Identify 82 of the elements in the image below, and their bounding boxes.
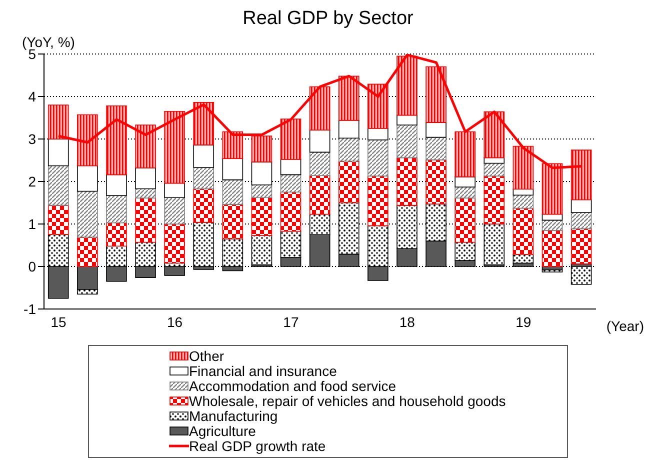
bar xyxy=(338,160,360,204)
bar xyxy=(542,270,563,272)
bar xyxy=(426,136,446,160)
x-tick-label: 19 xyxy=(516,314,532,330)
bar xyxy=(570,212,592,230)
x-tick-label: 18 xyxy=(399,314,416,330)
bar xyxy=(396,124,418,158)
bar xyxy=(164,182,185,198)
bar xyxy=(512,254,534,264)
bar xyxy=(368,84,388,129)
bar xyxy=(222,158,244,180)
bar xyxy=(164,224,185,264)
y-tick-label: 0 xyxy=(28,258,36,274)
x-axis-title: (Year) xyxy=(606,318,644,334)
bar xyxy=(426,66,446,123)
bar xyxy=(222,179,244,205)
bar xyxy=(426,122,446,138)
bar xyxy=(484,162,505,176)
bar xyxy=(193,167,214,190)
legend-label: Wholesale, repair of vehicles and household goods xyxy=(189,392,506,408)
bar xyxy=(77,236,98,267)
bar xyxy=(193,144,214,168)
bar xyxy=(454,186,476,198)
bar xyxy=(396,157,418,206)
bar xyxy=(48,204,69,236)
bar xyxy=(280,118,302,160)
bar xyxy=(484,176,505,224)
bar xyxy=(309,152,330,176)
bar xyxy=(193,102,214,146)
bar xyxy=(338,120,360,139)
bar xyxy=(77,190,98,238)
legend-label: Manufacturing xyxy=(189,408,278,424)
legend-label: Other xyxy=(189,348,224,364)
bar xyxy=(484,224,505,266)
bar xyxy=(48,165,69,206)
bar xyxy=(570,228,592,264)
bar xyxy=(484,111,505,158)
bar xyxy=(164,266,185,276)
x-tick-label: 17 xyxy=(283,314,299,330)
legend-label: Accommodation and food service xyxy=(189,378,396,394)
bar xyxy=(309,86,330,130)
bar xyxy=(368,139,388,176)
legend-label: Real GDP growth rate xyxy=(189,438,326,454)
bar xyxy=(193,188,214,223)
bar xyxy=(512,194,534,209)
bar xyxy=(251,136,272,162)
bar xyxy=(570,199,592,213)
bar xyxy=(542,230,563,267)
bar xyxy=(426,159,446,204)
bar xyxy=(251,184,272,198)
y-tick-label: -1 xyxy=(24,300,36,317)
bar xyxy=(280,174,302,193)
bar xyxy=(280,159,302,176)
bar xyxy=(338,138,360,162)
bar xyxy=(368,176,388,226)
legend-label: Agriculture xyxy=(189,422,256,438)
bar xyxy=(222,204,244,240)
bar xyxy=(106,195,127,224)
bar xyxy=(309,175,330,215)
bar xyxy=(251,235,272,266)
bar xyxy=(106,222,127,246)
x-tick-label: 16 xyxy=(166,314,183,330)
y-tick-label: 4 xyxy=(28,88,36,104)
chart-title: Real GDP by Sector xyxy=(242,8,414,31)
legend-label: Financial and insurance xyxy=(189,362,337,378)
y-tick-label: 1 xyxy=(28,216,36,232)
bar xyxy=(48,138,69,166)
y-tick-label: 3 xyxy=(28,130,36,147)
bar xyxy=(77,114,98,166)
bar xyxy=(512,208,534,255)
bar xyxy=(542,220,563,231)
bar xyxy=(164,197,185,224)
bar xyxy=(135,188,156,198)
bar xyxy=(338,76,360,121)
bar xyxy=(135,198,156,243)
bar xyxy=(222,131,244,159)
bar xyxy=(454,198,476,243)
bar xyxy=(251,197,272,236)
y-tick-label: 2 xyxy=(28,173,36,190)
bar xyxy=(280,192,302,232)
bar xyxy=(396,114,418,126)
x-tick-label: 15 xyxy=(50,314,67,330)
